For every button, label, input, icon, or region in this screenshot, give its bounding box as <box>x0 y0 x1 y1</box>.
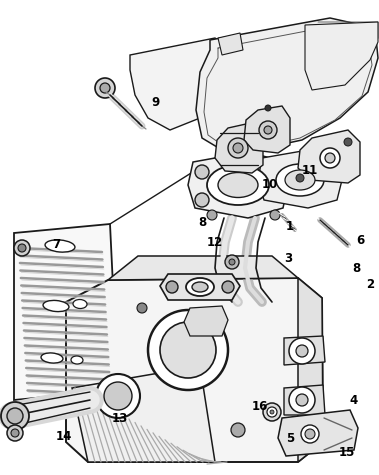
Text: 4: 4 <box>350 393 358 407</box>
Polygon shape <box>284 385 325 415</box>
Circle shape <box>228 138 248 158</box>
Polygon shape <box>188 152 288 218</box>
Circle shape <box>270 210 280 220</box>
Ellipse shape <box>218 172 258 198</box>
Ellipse shape <box>276 164 324 196</box>
Text: 9: 9 <box>151 95 159 108</box>
Circle shape <box>233 143 243 153</box>
Text: 15: 15 <box>339 446 355 458</box>
Polygon shape <box>258 150 342 208</box>
Text: 8: 8 <box>352 262 360 275</box>
Circle shape <box>265 105 271 111</box>
Circle shape <box>104 382 132 410</box>
Circle shape <box>231 423 245 437</box>
Circle shape <box>296 345 308 357</box>
Polygon shape <box>305 22 378 90</box>
Text: 7: 7 <box>52 238 60 251</box>
Text: 13: 13 <box>112 411 128 425</box>
Polygon shape <box>66 278 323 462</box>
Ellipse shape <box>192 282 208 292</box>
Text: 8: 8 <box>198 216 206 228</box>
Polygon shape <box>130 38 230 130</box>
Text: 14: 14 <box>56 429 72 443</box>
Polygon shape <box>72 366 215 462</box>
Text: 16: 16 <box>252 399 268 412</box>
Circle shape <box>270 410 274 414</box>
Circle shape <box>195 165 209 179</box>
Polygon shape <box>215 122 263 173</box>
Circle shape <box>320 148 340 168</box>
Text: 6: 6 <box>356 234 364 247</box>
Circle shape <box>267 407 277 417</box>
Polygon shape <box>196 18 378 150</box>
Ellipse shape <box>45 240 75 252</box>
Circle shape <box>7 408 23 424</box>
Ellipse shape <box>43 300 69 312</box>
Polygon shape <box>284 336 325 365</box>
Text: 3: 3 <box>284 251 292 265</box>
Circle shape <box>14 240 30 256</box>
Circle shape <box>148 310 228 390</box>
Circle shape <box>222 281 234 293</box>
Circle shape <box>305 429 315 439</box>
Circle shape <box>137 303 147 313</box>
Circle shape <box>7 425 23 441</box>
Circle shape <box>96 374 140 418</box>
Circle shape <box>195 193 209 207</box>
Polygon shape <box>278 410 358 456</box>
Ellipse shape <box>73 300 87 308</box>
Circle shape <box>296 174 304 182</box>
Text: 11: 11 <box>302 163 318 177</box>
Circle shape <box>229 259 235 265</box>
Circle shape <box>100 83 110 93</box>
Circle shape <box>289 387 315 413</box>
Ellipse shape <box>41 353 63 363</box>
Ellipse shape <box>207 165 269 205</box>
Circle shape <box>11 429 19 437</box>
Circle shape <box>166 281 178 293</box>
Ellipse shape <box>285 170 315 190</box>
Circle shape <box>95 78 115 98</box>
Text: 12: 12 <box>207 237 223 249</box>
Polygon shape <box>298 130 360 183</box>
Circle shape <box>18 244 26 252</box>
Circle shape <box>289 338 315 364</box>
Circle shape <box>160 322 216 378</box>
Circle shape <box>344 138 352 146</box>
Circle shape <box>264 126 272 134</box>
Text: 5: 5 <box>286 431 294 445</box>
Circle shape <box>225 255 239 269</box>
Circle shape <box>259 121 277 139</box>
Ellipse shape <box>71 356 83 364</box>
Circle shape <box>263 403 281 421</box>
Text: 2: 2 <box>366 278 374 292</box>
Polygon shape <box>244 106 290 153</box>
Polygon shape <box>14 224 118 400</box>
Ellipse shape <box>186 278 214 296</box>
Polygon shape <box>108 256 298 280</box>
Circle shape <box>325 153 335 163</box>
Polygon shape <box>160 274 240 300</box>
Circle shape <box>1 402 29 430</box>
Text: 1: 1 <box>286 220 294 234</box>
Text: 10: 10 <box>262 179 278 191</box>
Polygon shape <box>298 278 323 462</box>
Circle shape <box>207 210 217 220</box>
Circle shape <box>301 425 319 443</box>
Circle shape <box>296 394 308 406</box>
Polygon shape <box>184 306 228 336</box>
Polygon shape <box>218 33 243 55</box>
